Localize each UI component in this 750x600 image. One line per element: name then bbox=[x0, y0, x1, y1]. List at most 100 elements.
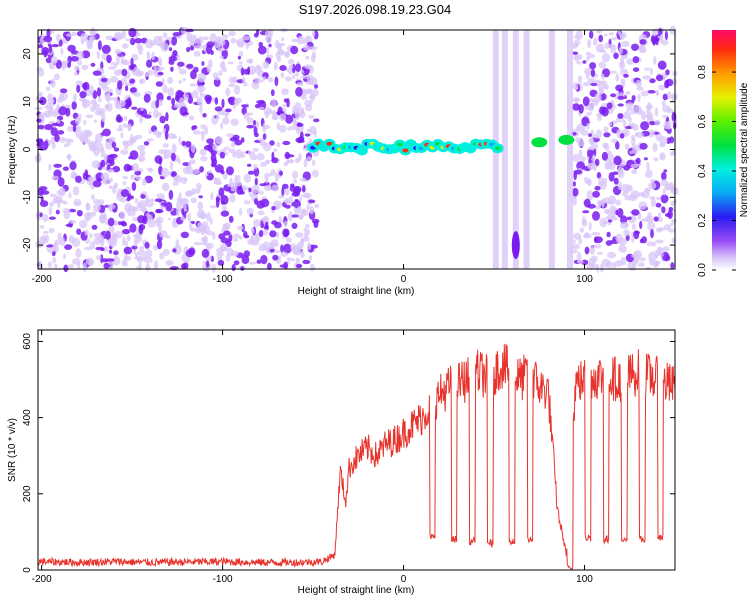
spectrogram-noise-cell bbox=[138, 51, 143, 55]
spectrogram-noise-cell bbox=[258, 243, 266, 252]
spectrogram-noise-cell bbox=[159, 252, 165, 260]
spectrogram-noise-cell bbox=[138, 224, 146, 231]
spectrogram-noise-cell bbox=[634, 254, 640, 262]
y-tick-label: 0 bbox=[22, 146, 33, 152]
spectrogram-noise-cell bbox=[221, 98, 225, 109]
spectrogram-noise-cell bbox=[123, 254, 128, 263]
spectrogram-noise-cell bbox=[288, 65, 294, 69]
spectrogram-noise-cell bbox=[623, 119, 627, 129]
spectrogram-noise-cell bbox=[302, 259, 311, 265]
spectrogram-noise-cell bbox=[84, 169, 89, 177]
spectrogram-noise-cell bbox=[283, 98, 289, 103]
y-tick-label: 10 bbox=[22, 96, 33, 108]
spectrogram-noise-cell bbox=[70, 173, 75, 179]
spectrogram-noise-cell bbox=[193, 50, 201, 57]
spectrogram-noise-cell bbox=[108, 185, 113, 190]
spectrogram-noise-cell bbox=[125, 38, 131, 42]
spectrogram-noise-cell bbox=[624, 125, 634, 130]
spectrogram-noise-cell bbox=[283, 229, 289, 237]
colorbar-tick-label: 0.2 bbox=[697, 213, 708, 227]
spectrogram-noise-cell bbox=[653, 56, 657, 65]
spectrogram-noise-cell bbox=[214, 76, 221, 81]
spectrogram-noise-cell bbox=[115, 55, 120, 66]
spectrogram-noise-cell bbox=[272, 109, 277, 119]
spectrogram-noise-cell bbox=[226, 166, 234, 176]
spectrogram-noise-cell bbox=[82, 98, 88, 109]
spectrogram-noise-cell bbox=[93, 119, 98, 124]
spectrogram-noise-cell bbox=[669, 136, 675, 144]
spectrogram-noise-cell bbox=[574, 86, 578, 90]
spectrogram-noise-cell bbox=[225, 108, 232, 113]
spectrogram-noise-cell bbox=[176, 208, 180, 217]
spectrogram-noise-cell bbox=[644, 266, 651, 270]
spectrogram-noise-cell bbox=[284, 76, 292, 82]
spectrogram-noise-cell bbox=[587, 162, 596, 170]
spectrogram-noise-cell bbox=[631, 237, 635, 244]
spectrogram-noise-cell bbox=[89, 232, 93, 239]
spectrogram-noise-cell bbox=[262, 76, 267, 81]
spectrogram-noise-cell bbox=[262, 228, 268, 236]
spectrogram-noise-cell bbox=[657, 212, 662, 219]
spectrogram-noise-cell bbox=[175, 238, 180, 249]
spectrogram-noise-cell bbox=[214, 106, 223, 112]
spectrogram-noise-cell bbox=[96, 50, 100, 59]
spectrogram-noise-cell bbox=[241, 255, 250, 265]
spectrogram-noise-cell bbox=[199, 86, 203, 97]
spectrogram-noise-cell bbox=[592, 190, 600, 198]
spectrogram-noise-cell bbox=[230, 37, 236, 44]
spectrogram-noise-cell bbox=[39, 96, 47, 106]
spectrogram-noise-cell bbox=[120, 197, 127, 203]
spectrogram-noise-cell bbox=[583, 233, 592, 239]
spectrogram-noise-cell bbox=[170, 152, 176, 162]
spectrogram-noise-cell bbox=[260, 161, 267, 168]
spectrogram-noise-cell bbox=[183, 201, 187, 211]
spectrogram-noise-cell bbox=[654, 119, 661, 126]
spectrogram-noise-cell bbox=[36, 118, 42, 123]
spectrogram-noise-cell bbox=[153, 35, 161, 46]
spectrogram-noise-cell bbox=[116, 116, 123, 123]
spectrogram-noise-cell bbox=[68, 192, 72, 199]
spectrogram-noise-cell bbox=[269, 249, 275, 253]
spectrogram-noise-cell bbox=[605, 240, 613, 246]
spectrogram-noise-cell bbox=[90, 27, 96, 35]
spectrogram-noise-cell bbox=[78, 134, 88, 142]
spectrogram-noise-cell bbox=[232, 233, 241, 239]
spectrogram-noise-cell bbox=[139, 79, 143, 84]
spectrogram-noise-cell bbox=[248, 261, 257, 265]
spectrogram-noise-cell bbox=[130, 57, 134, 67]
spectrogram-noise-cell bbox=[607, 251, 616, 259]
spectrogram-noise-cell bbox=[232, 104, 236, 109]
spectrogram-noise-cell bbox=[635, 80, 643, 87]
spectrogram-noise-cell bbox=[606, 209, 610, 215]
spectrogram-noise-cell bbox=[39, 112, 49, 118]
spectrogram-noise-cell bbox=[259, 183, 266, 187]
spectrogram-noise-cell bbox=[180, 26, 190, 35]
spectrogram-noise-cell bbox=[133, 239, 138, 247]
x-tick-label: 0 bbox=[401, 274, 407, 285]
spectrogram-noise-cell bbox=[304, 223, 310, 229]
spectrogram-noise-cell bbox=[237, 56, 241, 60]
spectrogram-noise-cell bbox=[254, 132, 259, 138]
spectrogram-noise-cell bbox=[162, 143, 169, 148]
spectrogram-noise-cell bbox=[646, 241, 655, 247]
spectrogram-noise-cell bbox=[190, 143, 196, 154]
y-tick-label: -10 bbox=[22, 190, 33, 205]
spectrogram-x-ticks: -200 -100 0 100 bbox=[32, 30, 593, 285]
spectrogram-noise-cell bbox=[293, 187, 300, 196]
spectrogram-noise-cell bbox=[234, 174, 238, 184]
spectrogram-streak bbox=[523, 30, 530, 269]
spectrogram-noise-cell bbox=[67, 61, 71, 68]
spectrogram-noise-cell bbox=[309, 92, 315, 102]
spectrogram-noise-cell bbox=[626, 107, 634, 112]
spectrogram-noise-cell bbox=[281, 187, 285, 197]
y-tick-label: 0 bbox=[22, 567, 33, 573]
spectrogram-noise-cell bbox=[587, 98, 597, 103]
spectrogram-noise-cell bbox=[59, 237, 66, 247]
spectrogram-noise-cell bbox=[620, 40, 630, 48]
spectrogram-noise-cell bbox=[665, 69, 670, 76]
spectrogram-noise-cell bbox=[119, 211, 126, 220]
spectrogram-noise-cell bbox=[217, 111, 224, 116]
spectrogram-noise-cell bbox=[649, 67, 653, 76]
spectrogram-noise-cell bbox=[631, 259, 638, 268]
spectrogram-noise-cell bbox=[254, 177, 258, 186]
